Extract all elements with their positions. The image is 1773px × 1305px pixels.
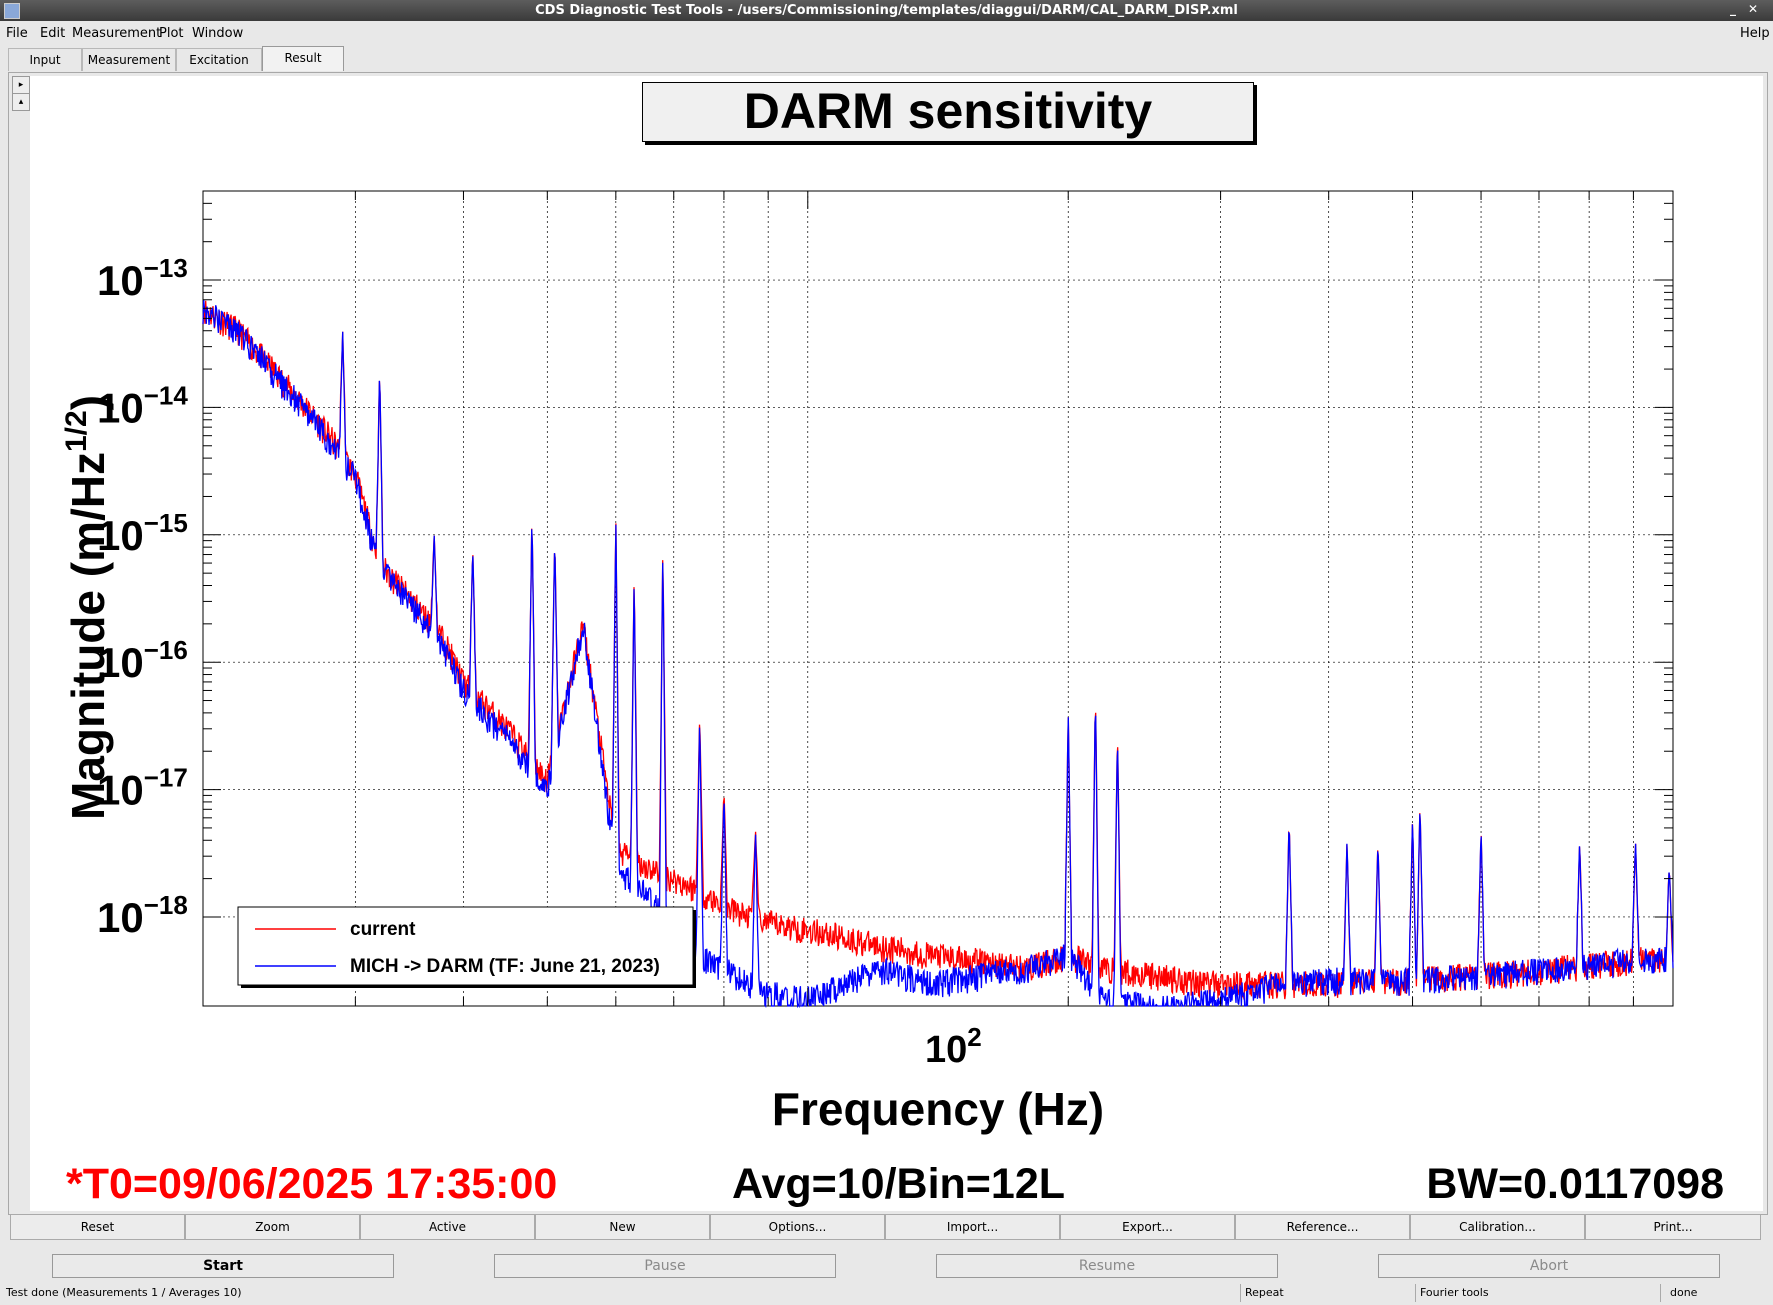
status-state: done	[1670, 1286, 1698, 1299]
y-tick-label: 10−14	[97, 380, 188, 431]
import-button[interactable]: Import...	[885, 1214, 1060, 1240]
calibration-button[interactable]: Calibration...	[1410, 1214, 1585, 1240]
menu-edit[interactable]: Edit	[40, 26, 66, 41]
abort-button[interactable]: Abort	[1378, 1254, 1720, 1278]
reset-button[interactable]: Reset	[10, 1214, 185, 1240]
y-tick-label: 10−18	[97, 890, 188, 941]
status-t0: *T0=09/06/2025 17:35:00	[66, 1160, 558, 1208]
x-axis-label: Frequency (Hz)	[772, 1083, 1104, 1135]
menu-help[interactable]: Help	[1740, 26, 1770, 41]
x-tick-label-100: 102	[925, 1022, 982, 1071]
zoom-button[interactable]: Zoom	[185, 1214, 360, 1240]
menu-window[interactable]: Window	[192, 26, 244, 41]
menu-measurement[interactable]: Measurement	[72, 26, 162, 41]
tab-input[interactable]: Input	[8, 48, 82, 71]
y-tick-label: 10−16	[97, 635, 188, 686]
window-title: CDS Diagnostic Test Tools - /users/Commi…	[535, 3, 1238, 18]
resume-button[interactable]: Resume	[936, 1254, 1278, 1278]
y-tick-label: 10−15	[97, 508, 188, 559]
tab-excitation[interactable]: Excitation	[176, 48, 262, 71]
status-bar: Test done (Measurements 1 / Averages 10)…	[0, 1283, 1773, 1303]
expand-up-icon[interactable]: ▴	[12, 93, 30, 111]
status-tools: Fourier tools	[1420, 1286, 1489, 1299]
tick-layer: 10−13 10−14 10−15 10−16 10−17 10−18	[97, 190, 1673, 1006]
legend-shadow-bottom	[241, 985, 696, 988]
options-button[interactable]: Options...	[710, 1214, 885, 1240]
print-button[interactable]: Print...	[1585, 1214, 1761, 1240]
plot-frame	[202, 190, 1674, 1007]
control-row: Start Pause Resume Abort	[0, 1254, 1773, 1282]
status-separator	[1415, 1284, 1416, 1302]
status-repeat: Repeat	[1245, 1286, 1284, 1299]
legend-label-mich: MICH -> DARM (TF: June 21, 2023)	[350, 956, 660, 977]
expand-right-icon[interactable]: ▸	[12, 76, 30, 94]
tab-measurement[interactable]: Measurement	[82, 48, 176, 71]
tab-result[interactable]: Result	[262, 46, 344, 71]
legend-label-current: current	[350, 919, 416, 940]
start-button[interactable]: Start	[52, 1254, 394, 1278]
y-tick-label: 10−17	[97, 763, 188, 814]
close-icon[interactable]: ✕	[1747, 2, 1759, 16]
minimize-icon[interactable]: _	[1730, 2, 1736, 16]
legend-box	[237, 906, 694, 986]
status-separator	[1240, 1284, 1241, 1302]
status-avg: Avg=10/Bin=12L	[732, 1160, 1065, 1208]
export-button[interactable]: Export...	[1060, 1214, 1235, 1240]
plot-button-row: Reset Zoom Active New Options... Import.…	[10, 1214, 1761, 1240]
window-titlebar: CDS Diagnostic Test Tools - /users/Commi…	[0, 0, 1773, 21]
status-message: Test done (Measurements 1 / Averages 10)	[6, 1286, 242, 1299]
menu-plot[interactable]: Plot	[159, 26, 184, 41]
series-mich-darm	[202, 299, 1674, 1009]
series-layer	[202, 299, 1674, 1009]
pause-button[interactable]: Pause	[494, 1254, 836, 1278]
y-axis-label: Magnitude (m/Hz1/2)	[60, 395, 114, 820]
reference-button[interactable]: Reference...	[1235, 1214, 1410, 1240]
status-bw: BW=0.0117098	[1426, 1160, 1724, 1208]
legend: current MICH -> DARM (TF: June 21, 2023)	[237, 906, 696, 988]
window-icon[interactable]	[4, 3, 20, 19]
active-button[interactable]: Active	[360, 1214, 535, 1240]
y-tick-label: 10−13	[97, 253, 188, 304]
status-separator	[1660, 1284, 1661, 1302]
plot-title: DARM sensitivity	[642, 82, 1254, 142]
legend-shadow-right	[693, 910, 696, 988]
menu-file[interactable]: File	[6, 26, 28, 41]
menu-bar: File Edit Measurement Plot Window Help	[0, 22, 1773, 46]
new-button[interactable]: New	[535, 1214, 710, 1240]
